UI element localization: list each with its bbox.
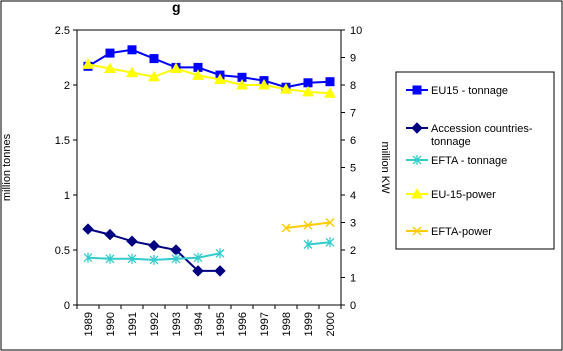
data-point	[149, 254, 159, 265]
x-tick-label: 1994	[193, 312, 205, 336]
series-4	[281, 217, 335, 233]
data-point	[126, 66, 138, 78]
data-point	[127, 253, 137, 264]
y-left-tick-label: 0	[64, 300, 70, 312]
data-point	[324, 87, 336, 98]
data-point	[214, 73, 226, 84]
legend-label: EU-15-power	[431, 189, 496, 201]
data-point	[193, 252, 203, 263]
legend-label-line: tonnage	[431, 136, 471, 148]
data-point	[192, 69, 204, 80]
y-right-tick-label: 3	[350, 218, 356, 230]
y-left-axis-label: million tonnes	[1, 133, 13, 201]
data-point	[83, 252, 93, 263]
x-tick-label: 1990	[105, 312, 117, 336]
x-tick-label: 1995	[215, 312, 227, 336]
data-point	[325, 217, 335, 228]
data-point	[236, 78, 248, 90]
data-point	[325, 77, 335, 87]
y-right-tick-label: 2	[350, 245, 356, 257]
data-point	[82, 58, 94, 69]
y-right-tick-label: 10	[350, 25, 362, 37]
series-3	[82, 58, 336, 98]
data-point	[149, 54, 159, 64]
series-line	[307, 241, 331, 246]
data-point	[170, 62, 182, 73]
data-point	[214, 265, 226, 277]
y-right-tick-label: 1	[350, 273, 356, 285]
legend-label: Accession countries-tonnage	[431, 123, 533, 148]
data-point	[104, 228, 116, 241]
data-point	[303, 78, 313, 88]
x-tick-label: 1997	[259, 312, 271, 336]
y-right-tick-label: 0	[350, 300, 356, 312]
x-tick-label: 1999	[303, 312, 315, 336]
axes: 0 0.5 1 1.5 2 2.5 0 1 2 3 4 5 6 7 8 9 10 1989 1990 1991 1992…	[55, 25, 363, 336]
chart-title: g	[172, 0, 181, 15]
y-left-tick-label: 1	[64, 190, 70, 202]
series-layer	[82, 45, 336, 277]
data-point	[258, 78, 270, 90]
legend-swatch-marker	[412, 85, 422, 95]
data-point	[171, 253, 181, 264]
y-left-tick-label: 0.5	[55, 245, 70, 257]
data-point	[280, 83, 292, 94]
legend-swatch-marker	[411, 187, 423, 199]
data-point	[215, 248, 225, 259]
y-right-tick-label: 8	[350, 80, 356, 92]
series-1	[82, 223, 226, 277]
x-tick-label: 1992	[149, 312, 161, 336]
y-left-tick-label: 2	[64, 80, 70, 92]
data-point	[148, 70, 160, 82]
y-right-tick-label: 6	[350, 135, 356, 147]
x-tick-label: 1996	[237, 312, 249, 336]
data-point	[303, 220, 313, 230]
y-right-tick-label: 5	[350, 163, 356, 175]
data-point	[303, 239, 313, 250]
x-tick-label: 1989	[83, 312, 95, 336]
y-right-tick-label: 4	[350, 190, 356, 202]
legend-swatch-marker	[412, 155, 422, 165]
legend-swatch-marker	[411, 122, 423, 134]
series-line	[87, 63, 331, 95]
legend-label: EFTA-power	[431, 226, 492, 238]
legend-box	[395, 71, 555, 250]
data-point	[148, 239, 160, 252]
x-tick-label: 1991	[127, 312, 139, 336]
data-point	[82, 223, 94, 235]
data-point	[105, 253, 115, 264]
data-point	[105, 48, 115, 58]
x-tick-label: 2000	[325, 312, 337, 336]
data-point	[281, 223, 291, 233]
y-right-tick-label: 7	[350, 108, 356, 120]
data-point	[325, 237, 335, 248]
legend: EU15 - tonnage Accession countries-tonnag…	[406, 85, 533, 238]
data-point	[104, 62, 116, 73]
x-tick-label: 1993	[171, 312, 183, 336]
legend-label-line: Accession countries-	[431, 123, 533, 135]
x-tick-label: 1998	[281, 312, 293, 336]
series-2	[83, 237, 335, 265]
y-right-axis-label: million KW	[379, 142, 391, 195]
legend-swatch-marker	[412, 226, 422, 236]
legend-label: EU15 - tonnage	[431, 85, 508, 97]
y-left-tick-label: 2.5	[55, 25, 70, 37]
legend-label: EFTA - tonnage	[431, 155, 507, 167]
data-point	[126, 235, 138, 247]
y-right-tick-label: 9	[350, 53, 356, 65]
data-point	[192, 265, 204, 277]
data-point	[302, 85, 314, 97]
data-point	[127, 45, 137, 55]
y-left-tick-label: 1.5	[55, 135, 70, 147]
